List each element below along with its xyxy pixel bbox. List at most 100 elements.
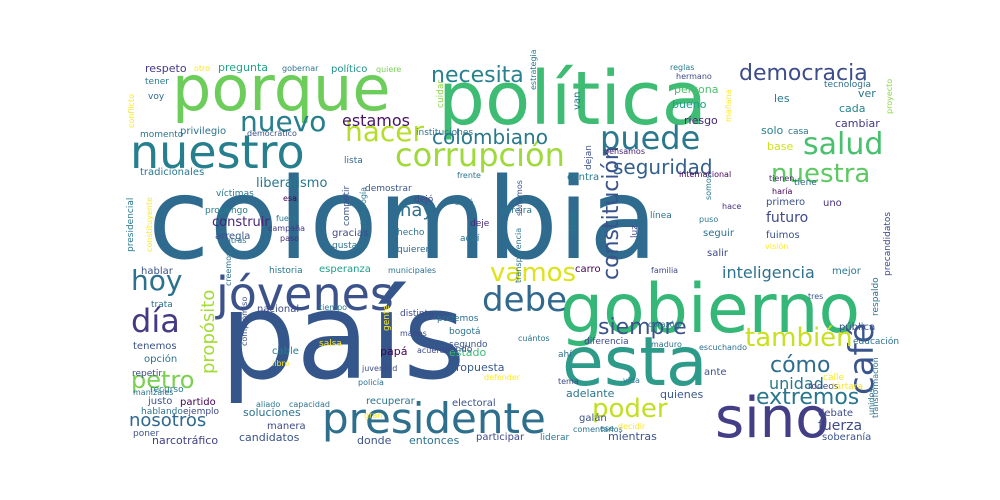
- word-atras: atrás: [226, 236, 246, 245]
- word-nacional: nacional: [257, 304, 299, 315]
- word-pais: país: [220, 268, 466, 407]
- word-deje: deje: [470, 219, 490, 229]
- word-lista: lista: [344, 156, 363, 166]
- word-jovenes: jóvenes: [215, 267, 394, 321]
- word-fuerza: fuerza: [818, 418, 862, 434]
- word-corazon: corazón: [648, 319, 680, 329]
- word-competir: competir: [342, 185, 352, 226]
- word-tema: tema: [558, 377, 579, 386]
- word-petro: petro: [131, 366, 194, 394]
- word-gran: gran: [364, 411, 382, 420]
- word-nuevo: nuevo: [240, 105, 326, 138]
- word-cambiar: cambiar: [835, 117, 880, 130]
- word-dia: día: [131, 302, 180, 340]
- word-construir: construir: [212, 215, 270, 230]
- word-hay: hay: [400, 200, 433, 221]
- word-acuerdo: acuerdo: [417, 346, 450, 355]
- word-compromiso: compromiso: [240, 297, 249, 346]
- word-salio: salió: [455, 197, 474, 207]
- word-familia: familia: [651, 266, 678, 275]
- word-metodologia: metodología: [359, 187, 368, 237]
- word-gustavo: gustavo: [332, 241, 368, 251]
- word-conflicto: conflicto: [127, 94, 136, 128]
- word-historia: historia: [269, 266, 303, 276]
- word-soberania: soberanía: [822, 431, 871, 443]
- word-casa: casa: [788, 127, 809, 137]
- word-liderar: liderar: [540, 433, 569, 443]
- word-presidencial: presidencial: [126, 198, 136, 252]
- word-tenemos: tenemos: [133, 341, 177, 352]
- word-propongo: propongo: [205, 206, 248, 216]
- word-ahi: ahí: [558, 350, 572, 360]
- word-fuera: fuera: [276, 214, 297, 223]
- word-vision: visión: [765, 241, 788, 251]
- word-hecho: hecho: [397, 228, 425, 238]
- word-distinta: distinta: [400, 309, 434, 319]
- word-hoy: hoy: [131, 264, 182, 297]
- word-decidir: decidir: [618, 422, 646, 431]
- word-internacional: internacional: [679, 170, 731, 179]
- word-defender: defender: [484, 373, 521, 382]
- word-quienes: quienes: [660, 388, 704, 401]
- word-juventud: juventud: [361, 364, 397, 373]
- word-candidatos: candidatos: [239, 431, 300, 444]
- word-libre: libre: [272, 359, 290, 368]
- word-tiene: tiene: [794, 178, 817, 188]
- word-sino: sino: [715, 386, 830, 451]
- word-calle: calle: [823, 373, 844, 383]
- word-fuimos: fuimos: [766, 230, 800, 241]
- word-politica: política: [438, 56, 707, 142]
- word-estado: estado: [449, 346, 487, 359]
- word-propuesta: propuesta: [449, 361, 505, 374]
- word-partido: partido: [180, 397, 216, 408]
- word-diferencia: diferencia: [584, 337, 629, 347]
- word-tecnologia: tecnología: [824, 80, 871, 90]
- word-adelante: adelante: [566, 387, 615, 400]
- word-hablar: hablar: [141, 266, 174, 277]
- word-arregla: arregla: [215, 231, 250, 242]
- word-primero: primero: [766, 197, 805, 208]
- word-rodeos: rodeos: [808, 382, 839, 392]
- word-manana: mañana: [724, 89, 733, 122]
- word-esa: esa: [283, 194, 297, 203]
- word-estamos: estamos: [342, 111, 410, 130]
- word-unidos: unidos: [867, 388, 876, 415]
- word-nuestra: nuestra: [771, 159, 870, 189]
- word-corrupcion: corrupción: [395, 136, 565, 174]
- word-colombiano: colombiano: [432, 125, 548, 149]
- word-seguridad: seguridad: [613, 155, 713, 179]
- word-recurso: recurso: [150, 385, 184, 395]
- word-mientras: mientras: [608, 430, 657, 443]
- word-momento: momento: [140, 130, 184, 140]
- word-maduro: maduro: [651, 340, 682, 349]
- word-linea: línea: [650, 211, 672, 221]
- word-estrategia: estrategia: [529, 49, 538, 90]
- word-somos: somos: [704, 174, 713, 200]
- word-recuperar: recuperar: [366, 396, 416, 407]
- word-ver: ver: [858, 87, 876, 100]
- word-puso: puso: [699, 215, 718, 224]
- word-unidad: unidad: [769, 374, 824, 393]
- word-pensamos: pensamos: [604, 147, 645, 156]
- word-publica: pública: [839, 321, 875, 333]
- word-nuestro: nuestro: [130, 125, 305, 179]
- word-creemos: creemos: [224, 252, 233, 286]
- word-educacion: educación: [853, 336, 899, 347]
- word-campana: campaña: [268, 224, 305, 233]
- word-debe: debe: [482, 280, 567, 320]
- word-victimas: víctimas: [216, 189, 254, 199]
- word-voy: voy: [148, 92, 165, 102]
- word-tambien: también: [745, 323, 853, 353]
- word-luz: luz: [630, 225, 640, 238]
- word-donde: donde: [357, 434, 392, 447]
- word-aqui: aquí: [460, 234, 480, 244]
- word-carro: carro: [575, 264, 601, 275]
- word-gobierno: gobierno: [560, 270, 860, 349]
- word-extremos: extremos: [756, 385, 859, 410]
- word-vamos: vamos: [490, 258, 576, 288]
- word-tiempo: tiempo: [319, 303, 347, 312]
- word-necesita: necesita: [431, 63, 524, 88]
- word-tres: tres: [808, 292, 823, 301]
- word-puede: puede: [600, 119, 700, 157]
